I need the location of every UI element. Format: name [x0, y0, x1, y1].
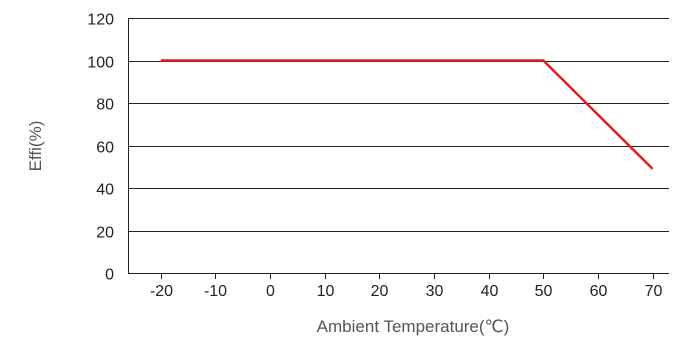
y-tick-label: 20: [96, 225, 114, 242]
axes: [128, 18, 669, 279]
x-tick-label: -20: [150, 283, 173, 300]
y-tick-label: 120: [87, 12, 114, 29]
y-tick-label: 40: [96, 182, 114, 199]
x-tick-label: 30: [426, 283, 444, 300]
y-tick-label: 60: [96, 140, 114, 157]
series-line-0: [160, 59, 654, 170]
y-tick-label: 100: [87, 55, 114, 72]
x-tick-label: -10: [204, 283, 227, 300]
tick-labels: 0 20 40 60 80 100 120 -20 -10 0 10 20 30 40 50 60 70: [87, 12, 662, 301]
x-axis-label: Ambient Temperature(℃): [317, 317, 510, 336]
gridlines: [128, 18, 669, 232]
x-tick-label: 20: [371, 283, 389, 300]
x-tick-label: 60: [590, 283, 608, 300]
x-tick-label: 0: [266, 283, 275, 300]
y-tick-label: 80: [96, 97, 114, 114]
x-tick-label: 70: [645, 283, 663, 300]
series: [160, 59, 654, 170]
x-tick-label: 50: [535, 283, 553, 300]
y-axis-label: Effi(%): [26, 121, 45, 172]
x-tick-label: 10: [317, 283, 335, 300]
x-tick-label: 40: [481, 283, 499, 300]
y-tick-label: 0: [105, 267, 114, 284]
